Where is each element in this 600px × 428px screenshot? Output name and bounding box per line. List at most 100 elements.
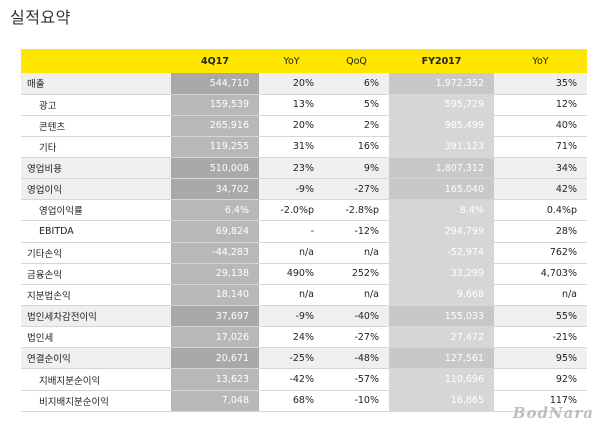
- cell-qoq: -48%: [324, 347, 389, 370]
- cell-fy-yoy: 4,703%: [494, 263, 587, 285]
- cell-4q17: 69,824: [171, 220, 259, 243]
- cell-fy2017: 985,499: [389, 115, 494, 137]
- cell-fy2017: 27,472: [389, 326, 494, 349]
- cell-yoy: 20%: [259, 115, 324, 137]
- row-label: 광고: [21, 94, 171, 116]
- cell-4q17: 34,702: [171, 178, 259, 201]
- table-row: 금융손익 29,138 490% 252% 33,299 4,703%: [21, 263, 587, 285]
- table-row: 기타손익 -44,283 n/a n/a -52,974 762%: [21, 242, 587, 264]
- header-4q17: 4Q17: [201, 55, 229, 67]
- header-fy2017: FY2017: [421, 55, 462, 67]
- header-label: [21, 49, 171, 73]
- row-label: 지분법손익: [21, 284, 171, 307]
- cell-4q17: 37,697: [171, 305, 259, 328]
- table-body: 매출 544,710 20% 6% 1,972,352 35% 광고 159,539 13% 5%…: [21, 73, 587, 412]
- cell-yoy: -9%: [259, 305, 324, 328]
- cell-fy2017: -52,974: [389, 242, 494, 264]
- cell-4q17: 265,916: [171, 115, 259, 137]
- cell-qoq: n/a: [324, 242, 389, 264]
- cell-fy2017: 110,696: [389, 368, 494, 391]
- table-row: 지분법손익 18,140 n/a n/a 9,668 n/a: [21, 284, 587, 307]
- cell-fy-yoy: 95%: [494, 347, 587, 370]
- cell-qoq: -40%: [324, 305, 389, 328]
- cell-yoy: 68%: [259, 390, 324, 412]
- table-row: 영업비용 510,008 23% 9% 1,807,312 34%: [21, 157, 587, 180]
- header-qoq: QoQ: [346, 55, 367, 67]
- cell-4q17: 13,623: [171, 368, 259, 391]
- cell-fy-yoy: 55%: [494, 305, 587, 328]
- cell-fy-yoy: 35%: [494, 73, 587, 95]
- cell-4q17: 6.4%: [171, 199, 259, 222]
- cell-yoy: 31%: [259, 136, 324, 159]
- cell-yoy: -: [259, 220, 324, 243]
- table-row: 광고 159,539 13% 5% 595,729 12%: [21, 94, 587, 116]
- cell-fy-yoy: n/a: [494, 284, 587, 307]
- table-row: 콘텐츠 265,916 20% 2% 985,499 40%: [21, 115, 587, 137]
- cell-qoq: 5%: [324, 94, 389, 116]
- cell-4q17: 119,255: [171, 136, 259, 159]
- cell-fy-yoy: 92%: [494, 368, 587, 391]
- row-label: 지배지분순이익: [21, 368, 171, 391]
- table-row: 매출 544,710 20% 6% 1,972,352 35%: [21, 73, 587, 95]
- cell-fy2017: 1,972,352: [389, 73, 494, 95]
- cell-fy-yoy: 12%: [494, 94, 587, 116]
- cell-yoy: n/a: [259, 242, 324, 264]
- cell-fy-yoy: 71%: [494, 136, 587, 159]
- cell-4q17: 544,710: [171, 73, 259, 95]
- page-title: 실적요약: [10, 8, 71, 27]
- cell-qoq: 6%: [324, 73, 389, 95]
- table-row: 지배지분순이익 13,623 -42% -57% 110,696 92%: [21, 368, 587, 391]
- cell-qoq: 9%: [324, 157, 389, 180]
- cell-fy2017: 33,299: [389, 263, 494, 285]
- cell-yoy: 490%: [259, 263, 324, 285]
- cell-4q17: 18,140: [171, 284, 259, 307]
- cell-qoq: -10%: [324, 390, 389, 412]
- cell-yoy: -2.0%p: [259, 199, 324, 222]
- cell-fy2017: 127,561: [389, 347, 494, 370]
- table-row: 비지배지분순이익 7,048 68% -10% 16,865 117%: [21, 390, 587, 412]
- cell-4q17: 7,048: [171, 390, 259, 412]
- row-label: 기타: [21, 136, 171, 159]
- row-label: 영업이익률: [21, 199, 171, 222]
- cell-qoq: -57%: [324, 368, 389, 391]
- cell-yoy: -42%: [259, 368, 324, 391]
- cell-4q17: 17,026: [171, 326, 259, 349]
- cell-fy2017: 155,033: [389, 305, 494, 328]
- cell-fy2017: 294,799: [389, 220, 494, 243]
- cell-yoy: 24%: [259, 326, 324, 349]
- cell-qoq: -12%: [324, 220, 389, 243]
- cell-fy2017: 1,807,312: [389, 157, 494, 180]
- header-fy-yoy: YoY: [532, 55, 549, 67]
- cell-fy2017: 16,865: [389, 390, 494, 412]
- row-label: 법인세: [21, 326, 171, 349]
- table-row: 기타 119,255 31% 16% 391,123 71%: [21, 136, 587, 159]
- cell-qoq: -27%: [324, 178, 389, 201]
- header-yoy: YoY: [283, 55, 300, 67]
- table-row: 영업이익 34,702 -9% -27% 165,040 42%: [21, 178, 587, 201]
- cell-fy2017: 9,668: [389, 284, 494, 307]
- cell-4q17: 29,138: [171, 263, 259, 285]
- cell-fy2017: 165,040: [389, 178, 494, 201]
- cell-fy2017: 8.4%: [389, 199, 494, 222]
- row-label: 연결순이익: [21, 347, 171, 370]
- cell-yoy: 13%: [259, 94, 324, 116]
- cell-qoq: 252%: [324, 263, 389, 285]
- cell-4q17: 510,008: [171, 157, 259, 180]
- cell-qoq: 16%: [324, 136, 389, 159]
- cell-fy-yoy: -21%: [494, 326, 587, 349]
- table-row: 연결순이익 20,671 -25% -48% 127,561 95%: [21, 347, 587, 370]
- cell-yoy: 20%: [259, 73, 324, 95]
- cell-qoq: 2%: [324, 115, 389, 137]
- cell-4q17: -44,283: [171, 242, 259, 264]
- cell-qoq: n/a: [324, 284, 389, 307]
- financial-summary-table: 4Q17 YoY QoQ FY2017 YoY 매출 544,710 20% 6% 1,…: [21, 49, 587, 412]
- cell-fy-yoy: 34%: [494, 157, 587, 180]
- row-label: 법인세차감전이익: [21, 305, 171, 328]
- table-header-row: 4Q17 YoY QoQ FY2017 YoY: [21, 49, 587, 73]
- cell-yoy: -25%: [259, 347, 324, 370]
- row-label: 콘텐츠: [21, 115, 171, 137]
- cell-fy-yoy: 117%: [494, 390, 587, 412]
- cell-fy-yoy: 42%: [494, 178, 587, 201]
- cell-fy-yoy: 762%: [494, 242, 587, 264]
- row-label: 매출: [21, 73, 171, 95]
